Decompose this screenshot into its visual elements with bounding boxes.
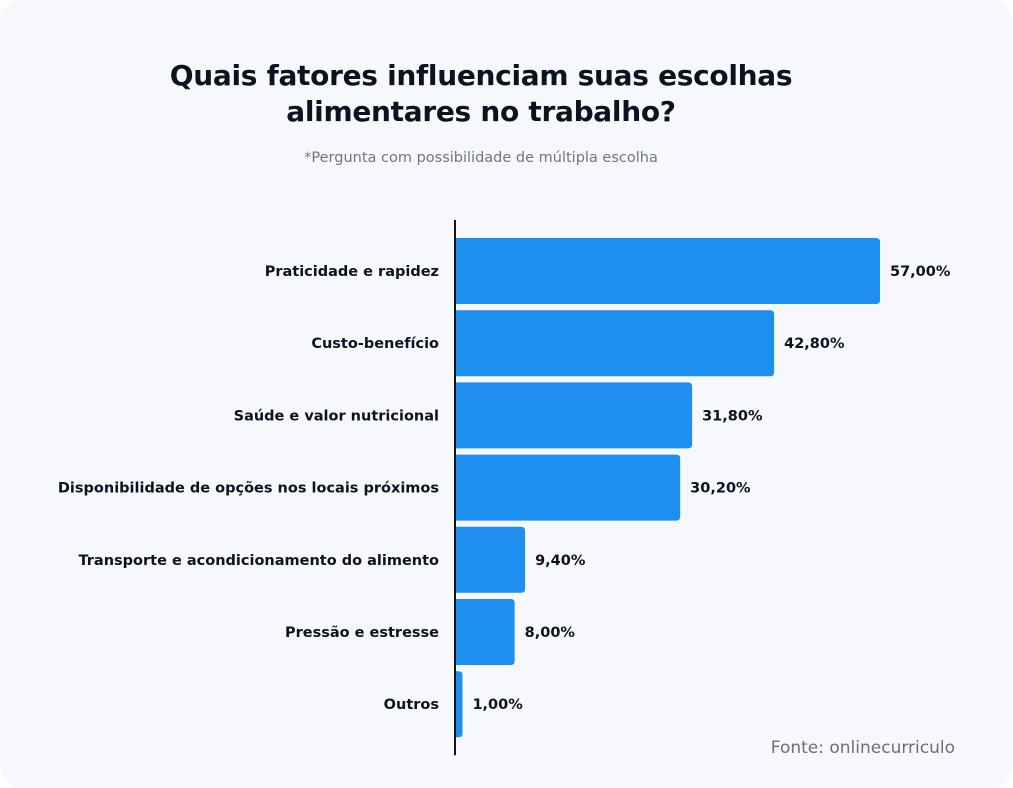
source-note: Fonte: onlinecurriculo	[770, 738, 955, 758]
bar-4	[455, 454, 681, 521]
value-label-2: 42,80%	[784, 336, 845, 352]
value-label-4: 30,20%	[690, 481, 751, 497]
value-label-3: 31,80%	[702, 408, 763, 424]
category-label-1: Praticidade e rapidez	[265, 264, 439, 280]
value-label-6: 8,00%	[525, 625, 576, 641]
bar-6	[455, 599, 515, 665]
category-label-7: Outros	[384, 697, 439, 713]
value-label-5: 9,40%	[535, 553, 586, 569]
category-label-6: Pressão e estresse	[285, 625, 439, 641]
chart-title: Quais fatores influenciam suas escolhas …	[0, 58, 962, 130]
bar-7	[455, 671, 463, 738]
category-label-5: Transporte e acondicionamento do aliment…	[78, 553, 439, 569]
category-label-4: Disponibilidade de opções nos locais pró…	[58, 481, 439, 497]
title-line-2: alimentares no trabalho?	[286, 95, 676, 128]
title-line-1: Quais fatores influenciam suas escolhas	[169, 59, 793, 92]
category-label-3: Saúde e valor nutricional	[234, 408, 439, 424]
bar-5	[455, 526, 526, 593]
value-label-1: 57,00%	[890, 264, 951, 280]
value-label-7: 1,00%	[472, 697, 523, 713]
chart-subtitle: *Pergunta com possibilidade de múltipla …	[304, 150, 658, 166]
bar-3	[455, 382, 693, 449]
category-label-2: Custo-benefício	[311, 336, 439, 352]
bar-1	[455, 238, 880, 304]
bar-2	[455, 310, 775, 377]
